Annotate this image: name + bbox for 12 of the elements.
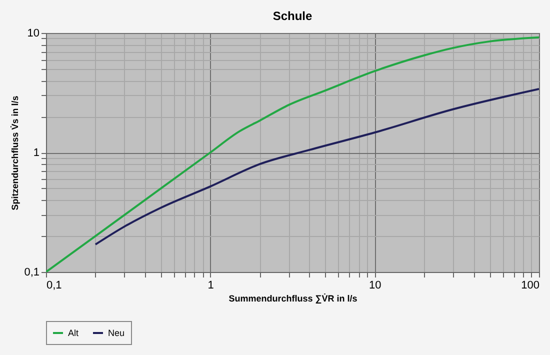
y-tick-label: 1 <box>33 147 40 159</box>
y-tick-label: 0,1 <box>24 266 40 278</box>
x-tick-label: 0,1 <box>46 280 62 292</box>
x-tick-label: 100 <box>521 280 540 292</box>
y-tick-label: 10 <box>27 28 40 40</box>
y-axis-title: Spitzendurchfluss V̇s in l/s <box>10 96 20 210</box>
legend-label: Alt <box>68 328 79 338</box>
legend-label: Neu <box>108 328 125 338</box>
x-tick-label: 10 <box>369 280 382 292</box>
x-tick-label: 1 <box>208 280 214 292</box>
x-axis-title: Summendurchfluss ∑V̇R in l/s <box>228 293 358 304</box>
chart-title: Schule <box>272 9 312 23</box>
